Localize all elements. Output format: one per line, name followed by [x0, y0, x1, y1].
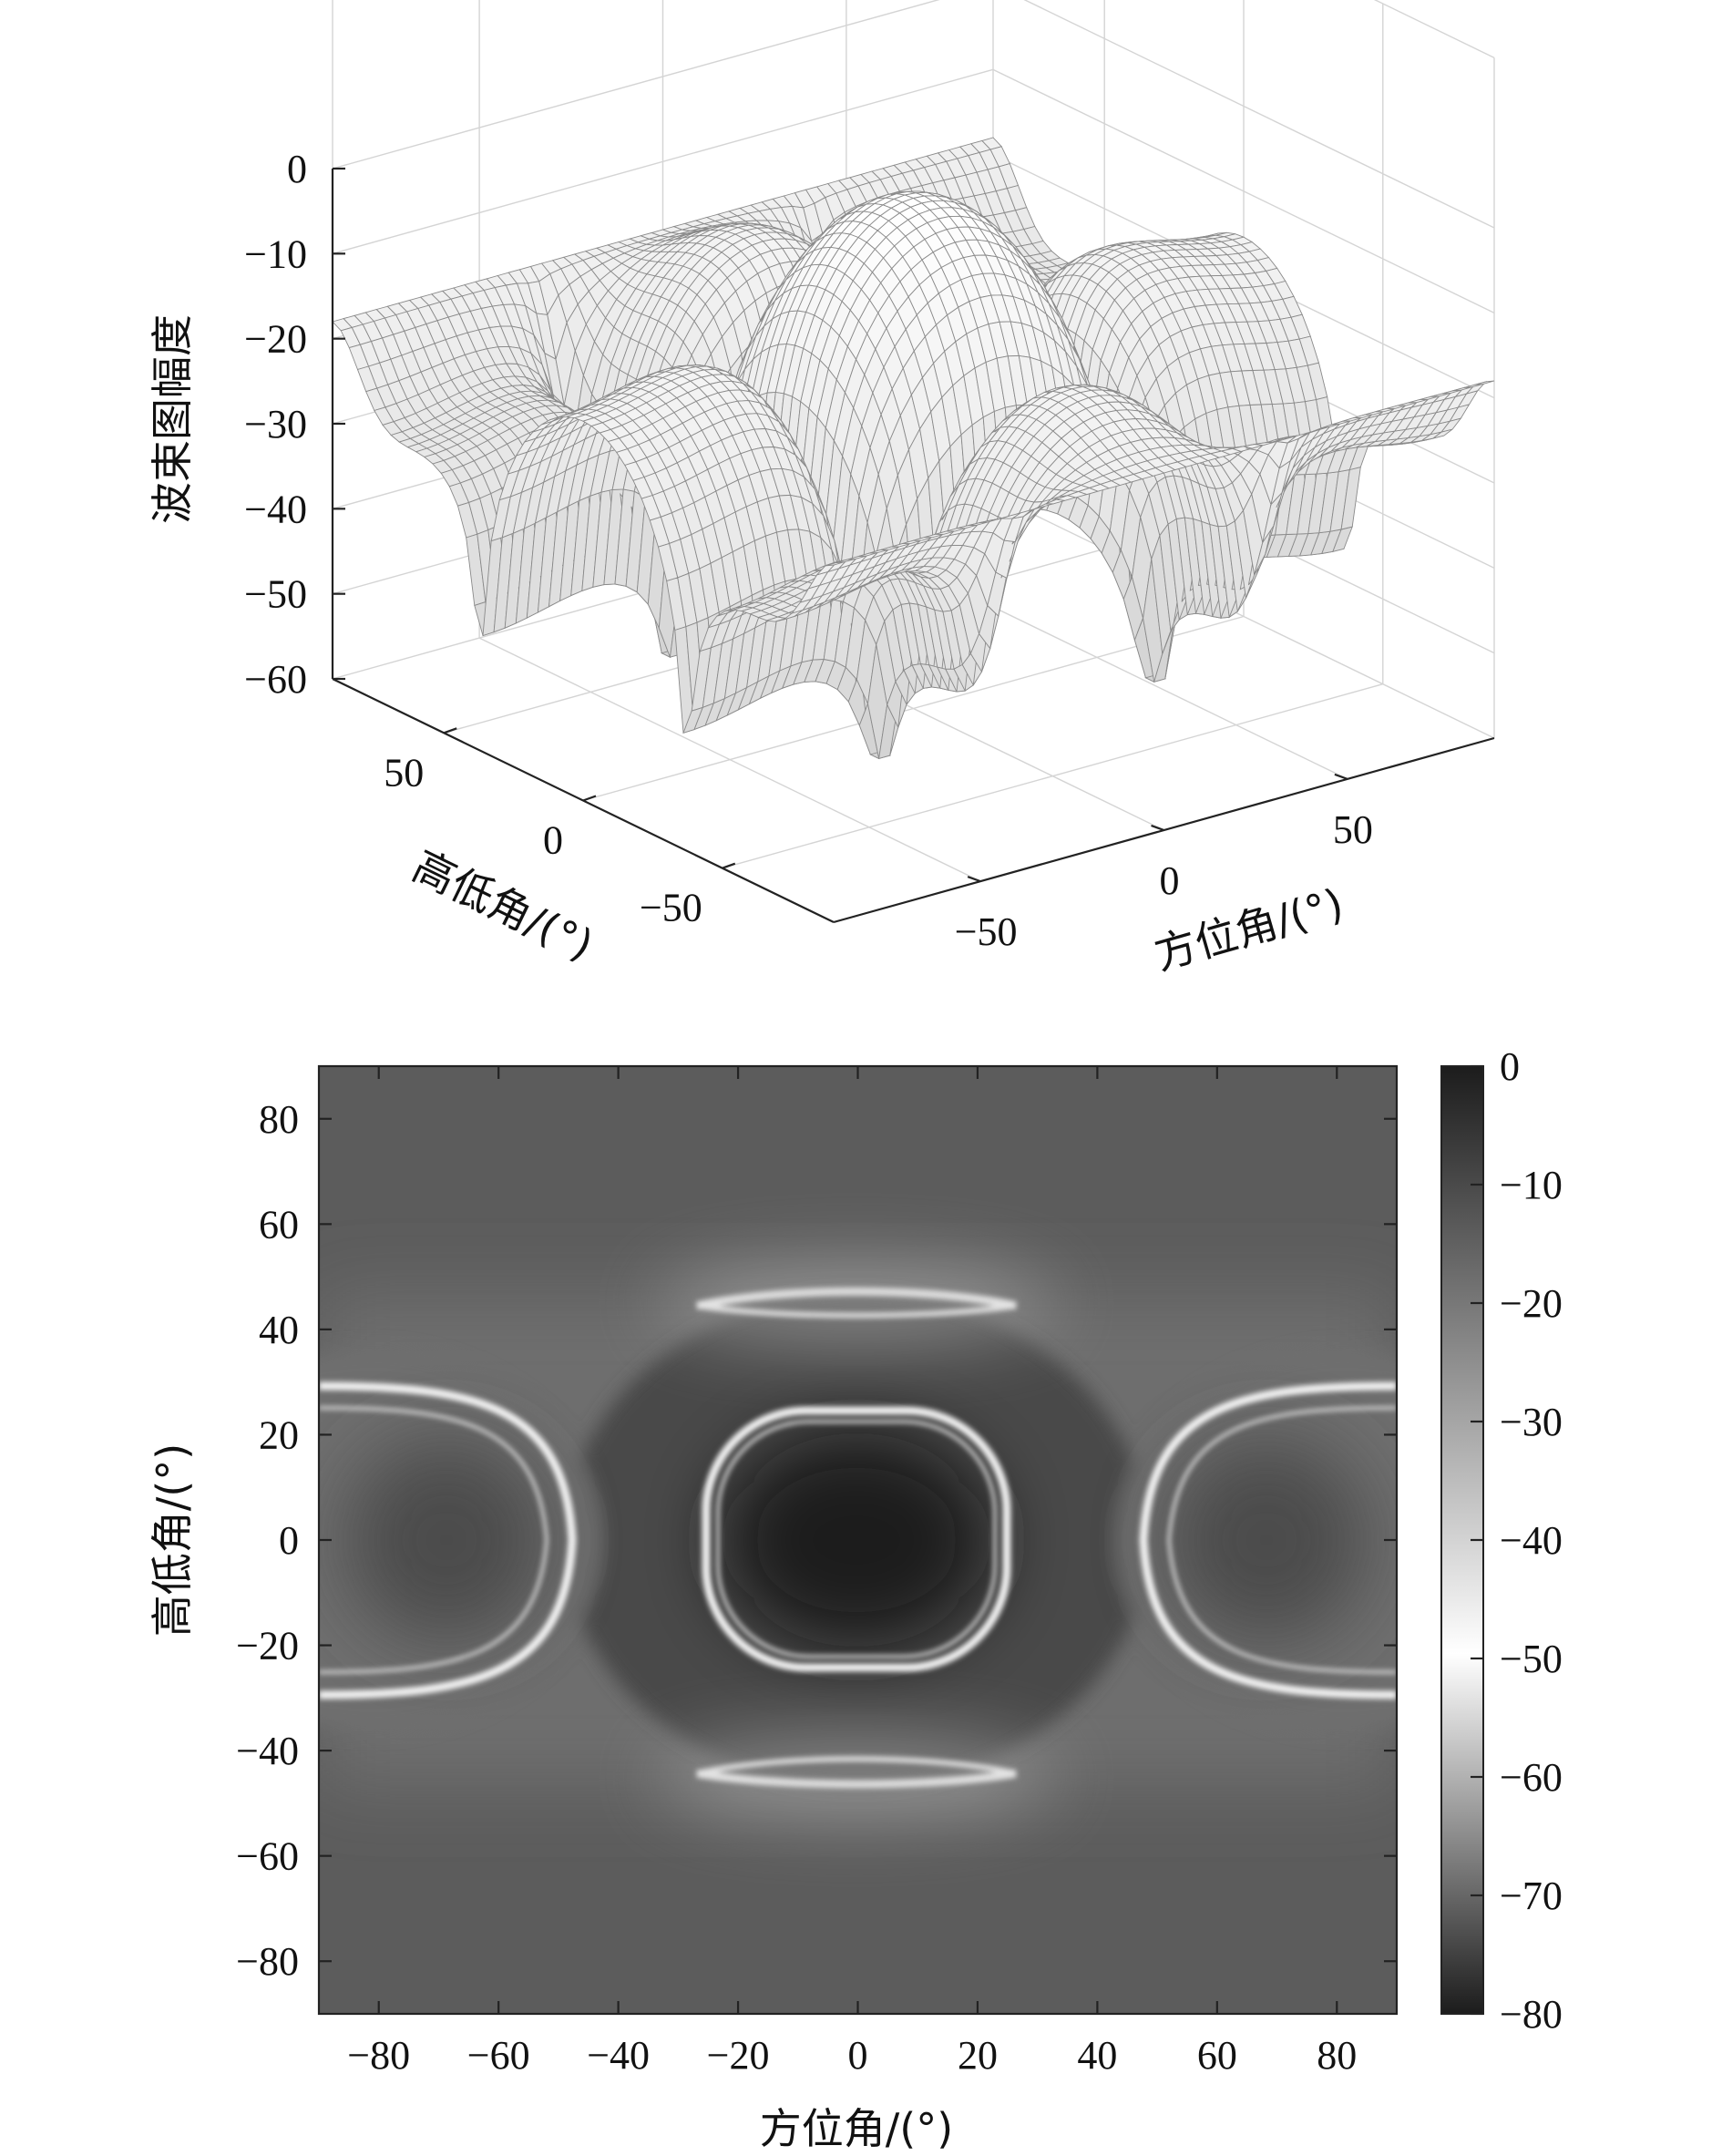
heatmap-y-tick-label: 0 [279, 1518, 299, 1563]
colorbar-tick-label: −60 [1500, 1755, 1563, 1800]
elevation-axis-label: 高低角/(°) [405, 841, 601, 970]
colorbar-tick-label: −40 [1500, 1518, 1563, 1563]
z-tick-label: −50 [244, 572, 307, 617]
azimuth-ticks: −50 0 50 [955, 773, 1373, 954]
heatmap-x-ticks: −80 −60 −40 −20 0 20 40 60 80 [347, 1066, 1357, 2078]
elevation-tick-label: 50 [384, 750, 424, 795]
heatmap-y-tick-label: −60 [236, 1834, 299, 1879]
heatmap-chart: −80 −60 −40 −20 0 20 40 60 80 80 60 40 20 0 −20 −40 −60… [148, 1044, 1563, 2153]
heatmap-y-tick-label: 80 [259, 1097, 299, 1142]
heatmap-x-tick-label: 20 [958, 2033, 998, 2078]
heatmap-x-label: 方位角/(°) [760, 2104, 953, 2153]
heatmap-x-tick-label: 60 [1197, 2033, 1237, 2078]
heatmap-y-tick-label: −80 [236, 1939, 299, 1984]
colorbar-tick-label: −80 [1500, 1992, 1563, 2037]
z-tick-label: −10 [244, 231, 307, 276]
heatmap-y-tick-label: 20 [259, 1412, 299, 1457]
azimuth-tick-label: 50 [1333, 807, 1373, 852]
z-tick-label: −60 [244, 657, 307, 702]
heatmap-x-tick-label: 80 [1317, 2033, 1357, 2078]
z-axis-label: 波束图幅度 [148, 314, 197, 524]
azimuth-tick-label: 0 [1160, 858, 1180, 903]
elevation-tick-label: 0 [543, 818, 563, 863]
heatmap-y-tick-label: −20 [236, 1624, 299, 1668]
z-tick-label: −40 [244, 487, 307, 531]
colorbar-tick-label: −50 [1500, 1637, 1563, 1681]
heatmap-y-ticks: 80 60 40 20 0 −20 −40 −60 −80 [236, 1097, 1397, 1984]
surface-mesh [332, 137, 1495, 760]
heatmap-x-tick-label: −20 [707, 2033, 770, 2078]
colorbar-tick-label: −30 [1500, 1400, 1563, 1444]
heatmap-y-tick-label: −40 [236, 1729, 299, 1773]
colorbar-tick-label: −70 [1500, 1874, 1563, 1918]
heatmap-x-tick-label: −40 [587, 2033, 650, 2078]
z-tick-label: −20 [244, 317, 307, 362]
heatmap-y-tick-label: 40 [259, 1308, 299, 1352]
azimuth-tick-label: −50 [955, 909, 1018, 954]
elevation-tick-label: −50 [640, 886, 702, 930]
heatmap-x-tick-label: 0 [848, 2033, 868, 2078]
heatmap-x-tick-label: 40 [1077, 2033, 1117, 2078]
colorbar-tick-label: 0 [1500, 1044, 1520, 1089]
elevation-ticks: 50 0 −50 [384, 727, 736, 930]
z-tick-label: 0 [287, 147, 307, 191]
heatmap-y-tick-label: 60 [259, 1202, 299, 1247]
heatmap-image [319, 1066, 1397, 2014]
heatmap-x-tick-label: −60 [467, 2033, 530, 2078]
z-ticks: 0 −10 −20 −30 −40 −50 −60 [244, 147, 345, 702]
heatmap-x-tick-label: −80 [347, 2033, 410, 2078]
surface-cell [1474, 380, 1495, 385]
colorbar-ticks: 0 −10 −20 −30 −40 −50 −60 −70 −80 [1471, 1044, 1563, 2037]
z-tick-label: −30 [244, 402, 307, 447]
colorbar-tick-label: −20 [1500, 1281, 1563, 1326]
colorbar-tick-label: −10 [1500, 1163, 1563, 1207]
heatmap-y-label: 高低角/(°) [148, 1443, 197, 1637]
